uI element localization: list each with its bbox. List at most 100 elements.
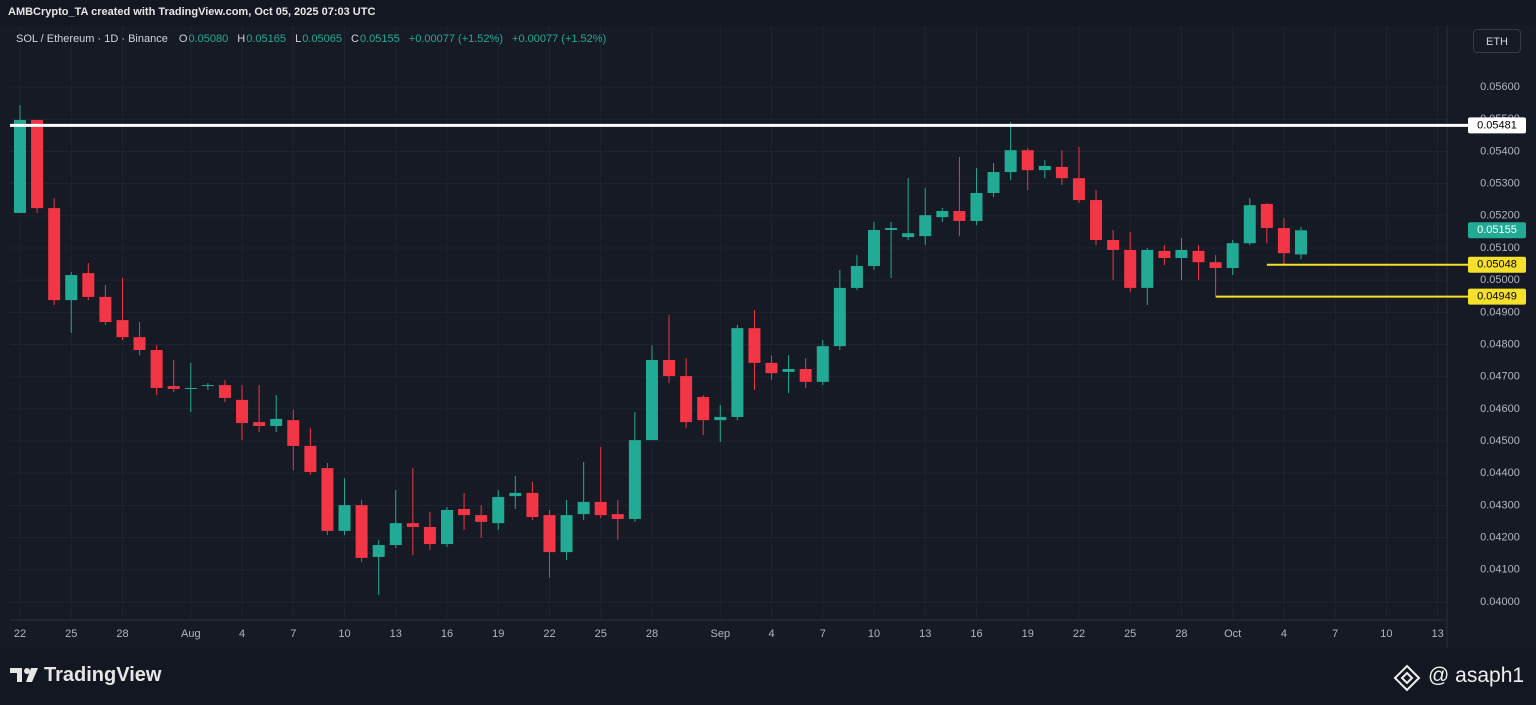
x-tick-label: 10	[1380, 628, 1392, 640]
y-tick-label: 0.05400	[1480, 145, 1520, 157]
tv-logo	[10, 668, 38, 682]
candle-body	[1209, 262, 1222, 268]
level-tag-box	[1468, 117, 1526, 134]
candle-body	[782, 368, 795, 372]
candle-body	[816, 346, 829, 382]
ohlc-key: L	[295, 33, 302, 45]
candle-body	[116, 320, 129, 338]
candle-body	[389, 523, 402, 546]
candle-body	[560, 515, 573, 553]
candle-body	[372, 545, 385, 557]
candle-body	[765, 362, 778, 374]
ohlc-key: H	[237, 33, 246, 45]
last-price-tag-text: 0.05155	[1477, 224, 1517, 236]
y-tick-label: 0.04500	[1480, 435, 1520, 447]
x-tick-label: Oct	[1224, 628, 1241, 640]
candle-body	[833, 287, 846, 347]
x-tick-label: 4	[768, 628, 774, 640]
candle-body	[287, 420, 300, 446]
x-tick-label: 13	[1432, 628, 1444, 640]
last-price-tag-box	[1468, 222, 1526, 239]
candle-body	[953, 210, 966, 221]
candle-body	[31, 119, 44, 209]
x-tick-label: 7	[1332, 628, 1338, 640]
candle-body	[1141, 249, 1154, 288]
candle-body	[48, 208, 61, 301]
candle-body	[936, 210, 949, 218]
y-tick-label: 0.04000	[1480, 596, 1520, 608]
y-tick-label: 0.04300	[1480, 499, 1520, 511]
level-tag-text: 0.05048	[1477, 259, 1517, 271]
candle-body	[509, 492, 522, 497]
candle-body	[492, 497, 505, 524]
candle-body	[577, 501, 590, 515]
currency-button[interactable]: ETH	[1473, 29, 1521, 53]
candle-body	[475, 515, 488, 522]
candle-body	[663, 359, 676, 377]
candle-body	[236, 399, 249, 424]
change: +0.00077 (+1.52%)	[408, 33, 503, 45]
x-tick-label: 4	[239, 628, 245, 640]
candle-body	[970, 192, 983, 221]
candle-body	[321, 468, 334, 531]
y-tick-label: 0.05100	[1480, 242, 1520, 254]
candle-body	[423, 527, 436, 545]
x-tick-label: 25	[1124, 628, 1136, 640]
level-tag-text: 0.04949	[1477, 291, 1517, 303]
candle-body	[167, 386, 180, 389]
candle-body	[355, 505, 368, 558]
y-tick-label: 0.05600	[1480, 81, 1520, 93]
x-tick-label: 28	[646, 628, 658, 640]
candle-body	[594, 501, 607, 516]
ohlc-value: 0.05165	[246, 33, 286, 45]
candle-body	[919, 215, 932, 237]
level-tag-box	[1468, 288, 1526, 305]
candle-body	[218, 385, 231, 398]
ohlc-value: 0.05065	[302, 33, 342, 45]
candle-body	[1277, 228, 1290, 254]
ohlc-key: O	[178, 33, 188, 45]
candle-body	[526, 492, 539, 518]
candle-body	[748, 328, 761, 363]
candle-body	[184, 387, 197, 389]
candle-body	[680, 376, 693, 423]
x-tick-label: 22	[14, 628, 26, 640]
y-tick-label: 0.04600	[1480, 403, 1520, 415]
candle-body	[987, 172, 1000, 193]
candle-body	[1175, 249, 1188, 258]
x-tick-label: 19	[1022, 628, 1034, 640]
candle-body	[799, 368, 812, 382]
ohlc-key: C	[351, 33, 359, 45]
candle-body	[1158, 250, 1171, 258]
y-tick-label: 0.05000	[1480, 274, 1520, 286]
y-tick-label: 0.04400	[1480, 467, 1520, 479]
y-tick-label: 0.04900	[1480, 306, 1520, 318]
x-tick-label: 10	[868, 628, 880, 640]
candle-body	[1004, 150, 1017, 173]
candle-body	[441, 509, 453, 545]
y-tick-label: 0.04800	[1480, 338, 1520, 350]
x-tick-label: 22	[1073, 628, 1085, 640]
top-bar	[0, 0, 1536, 25]
x-tick-label: 4	[1281, 628, 1287, 640]
candle-body	[406, 523, 419, 528]
candle-body	[253, 422, 266, 426]
symbol: SOL / Ethereum · 1D · Binance	[16, 33, 168, 45]
candle-body	[201, 385, 214, 387]
candle-body	[1107, 239, 1120, 250]
x-tick-label: 22	[543, 628, 555, 640]
candle-body	[133, 337, 146, 351]
y-tick-label: 0.05200	[1480, 210, 1520, 222]
ohlc-value: 0.05155	[359, 33, 400, 45]
candle-body	[1295, 230, 1307, 255]
x-tick-label: 10	[338, 628, 350, 640]
candle-body	[714, 416, 727, 421]
watermark: @ asaph1	[1428, 664, 1525, 687]
candle-body	[1072, 178, 1085, 201]
watermark-icon	[1393, 664, 1421, 692]
candle-body	[731, 328, 744, 417]
x-tick-label: Aug	[181, 628, 201, 640]
y-tick-label: 0.04200	[1480, 532, 1520, 544]
candle-body	[304, 445, 317, 472]
